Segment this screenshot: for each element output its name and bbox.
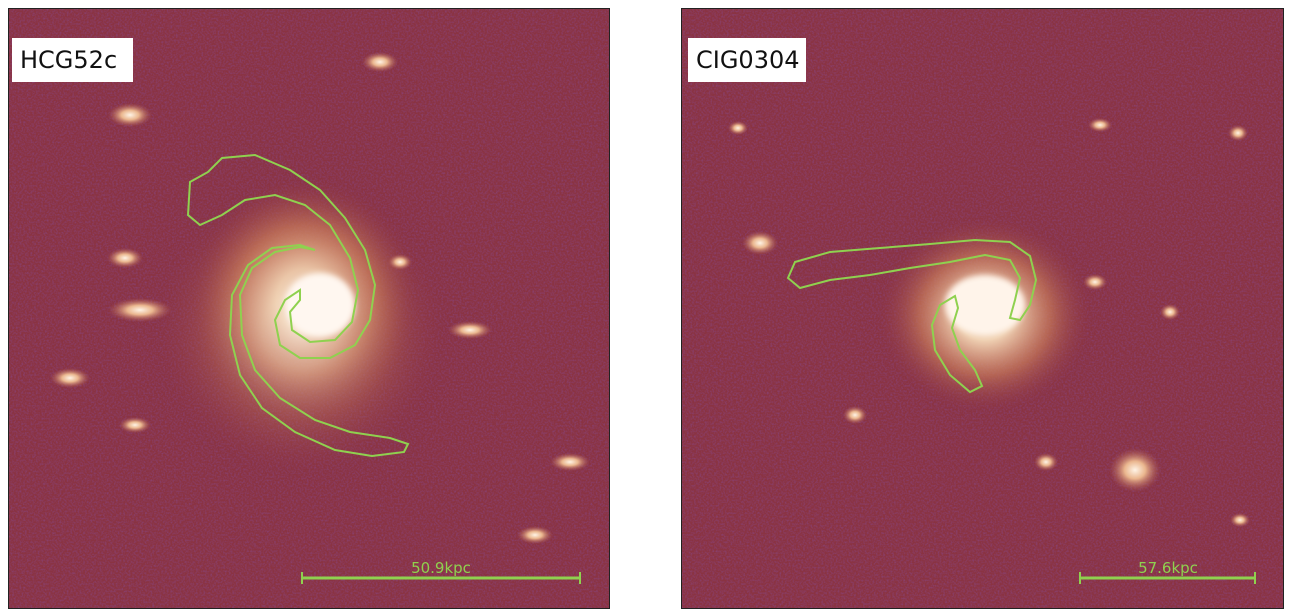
- panel-label: CIG0304: [696, 46, 800, 74]
- figure: HCG52c 50.9kpc CIG0304 57.6kpc: [0, 0, 1290, 609]
- panel-left: HCG52c 50.9kpc: [8, 8, 610, 609]
- panel-label: HCG52c: [20, 46, 117, 74]
- scale-bar-label: 50.9kpc: [411, 559, 471, 577]
- scale-bar-label: 57.6kpc: [1138, 559, 1198, 577]
- panel-right: CIG0304 57.6kpc: [681, 8, 1284, 609]
- page: HCG52c 50.9kpc CIG0304 57.6kpc (() => { …: [0, 0, 1290, 609]
